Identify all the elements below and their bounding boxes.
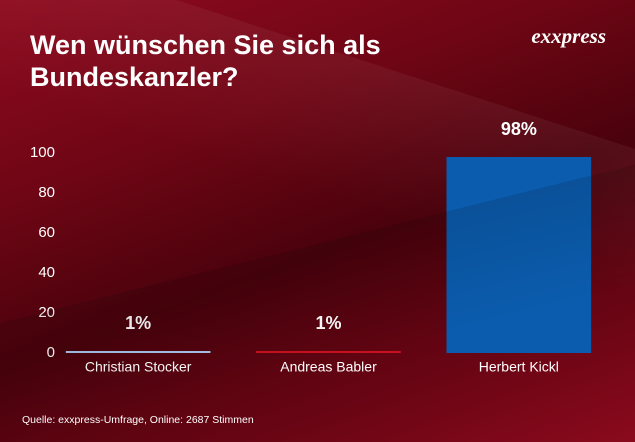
x-tick-label: Herbert Kickl <box>479 359 559 375</box>
bar <box>446 157 592 353</box>
x-tick-label: Christian Stocker <box>85 359 192 375</box>
x-tick-label: Andreas Babler <box>280 359 377 375</box>
brand-logo: exxpress <box>531 24 606 48</box>
y-tick-label: 40 <box>38 264 55 281</box>
y-tick-label: 80 <box>38 184 55 201</box>
bar <box>256 351 401 353</box>
source-note: Quelle: exxpress-Umfrage, Online: 2687 S… <box>22 414 254 426</box>
value-label: 1% <box>125 313 151 333</box>
value-label: 1% <box>315 313 341 333</box>
value-label: 98% <box>501 119 537 139</box>
chart-title: Wen wünschen Sie sich als Bundeskanzler? <box>30 30 381 92</box>
y-tick-label: 100 <box>30 144 55 161</box>
y-tick-label: 0 <box>47 344 55 361</box>
y-tick-label: 60 <box>38 224 55 241</box>
bar <box>65 351 211 353</box>
y-tick-label: 20 <box>38 304 55 321</box>
